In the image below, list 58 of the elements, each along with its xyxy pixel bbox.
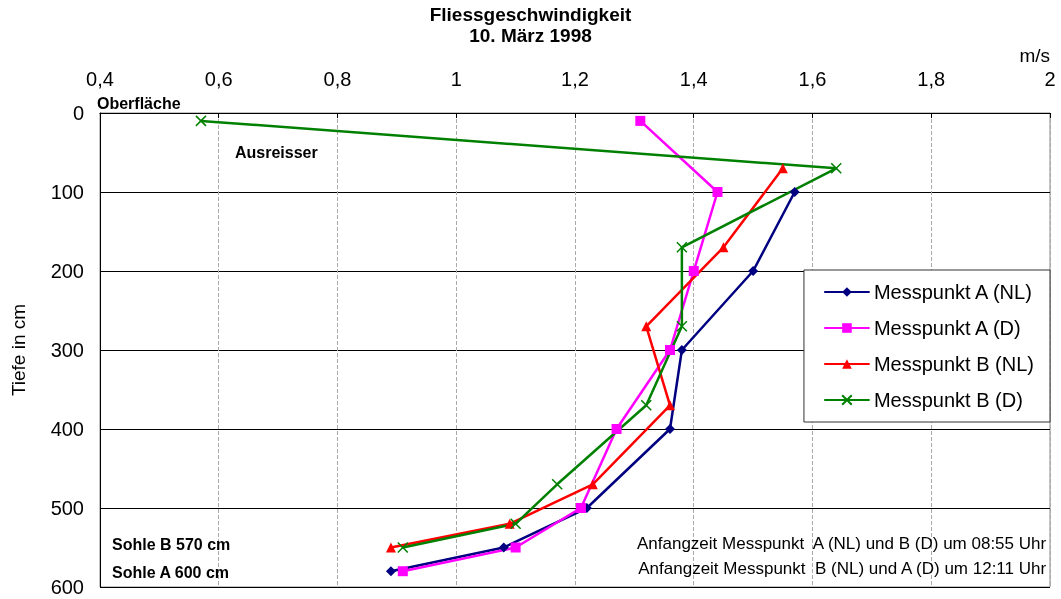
point xyxy=(510,542,521,553)
y-tick-label: 400 xyxy=(50,418,84,440)
x-tick-label: 2 xyxy=(1044,68,1056,90)
point xyxy=(712,187,723,197)
x-tick-label: 0,4 xyxy=(86,68,114,90)
point xyxy=(665,345,675,355)
point xyxy=(718,242,729,253)
x-tick-label: 1 xyxy=(450,68,462,90)
y-tick-label: 600 xyxy=(50,576,84,598)
legend-label: Messpunkt B (NL) xyxy=(873,353,1035,375)
point xyxy=(830,162,842,175)
y-axis-title: Tiefe in cm xyxy=(8,303,29,397)
point xyxy=(611,424,622,434)
point xyxy=(397,541,409,554)
x-tick-label: 1,2 xyxy=(561,68,589,90)
legend-label: Messpunkt A (D) xyxy=(873,317,1021,339)
chart-subtitle: 10. März 1998 xyxy=(469,25,592,46)
point xyxy=(587,479,598,490)
point xyxy=(665,400,675,411)
annotation: Sohle A 600 cm xyxy=(112,563,230,581)
text: Oberfläche xyxy=(97,94,181,112)
point xyxy=(498,542,509,553)
point xyxy=(397,566,408,577)
legend-label: Messpunkt B (D) xyxy=(873,389,1023,411)
point xyxy=(688,266,699,276)
legend-label: Messpunkt A (NL) xyxy=(873,281,1032,303)
y-tick-label: 300 xyxy=(50,339,84,361)
x-tick-label: 0,8 xyxy=(323,68,352,90)
point xyxy=(748,266,759,276)
point xyxy=(509,518,522,530)
point xyxy=(385,566,396,577)
annotation: Anfangzeit Messpunkt A (NL) und B (D) um 08:55 Uhr xyxy=(636,534,1047,553)
point xyxy=(676,320,688,333)
point xyxy=(385,542,396,553)
point xyxy=(665,424,675,434)
point xyxy=(641,321,652,332)
x-tick-label: 0,6 xyxy=(204,68,233,90)
y-tick-label: 200 xyxy=(50,260,84,282)
y-tick-label: 100 xyxy=(50,181,84,203)
chart-title: Fliessgeschwindigkeit xyxy=(429,4,633,25)
point xyxy=(789,187,800,197)
point xyxy=(777,163,788,174)
point xyxy=(676,241,688,254)
annotation: Sohle B 570 cm xyxy=(112,535,231,553)
x-tick-label: 1,4 xyxy=(679,68,708,90)
point xyxy=(635,115,646,126)
y-tick-label: 0 xyxy=(72,102,84,124)
x-tick-label: 1,8 xyxy=(917,68,946,90)
y-tick-label: 500 xyxy=(50,497,84,519)
x-tick-label: 1,6 xyxy=(798,68,827,90)
annotation: Ausreisser xyxy=(235,143,318,161)
point xyxy=(195,115,207,127)
point xyxy=(676,345,687,355)
point xyxy=(640,399,652,412)
annotation: Anfangzeit Messpunkt B (NL) und A (D) um 12:11 Uhr xyxy=(638,559,1047,578)
x-axis-title: m/s xyxy=(1019,45,1050,66)
point xyxy=(575,503,586,513)
point xyxy=(551,478,563,491)
